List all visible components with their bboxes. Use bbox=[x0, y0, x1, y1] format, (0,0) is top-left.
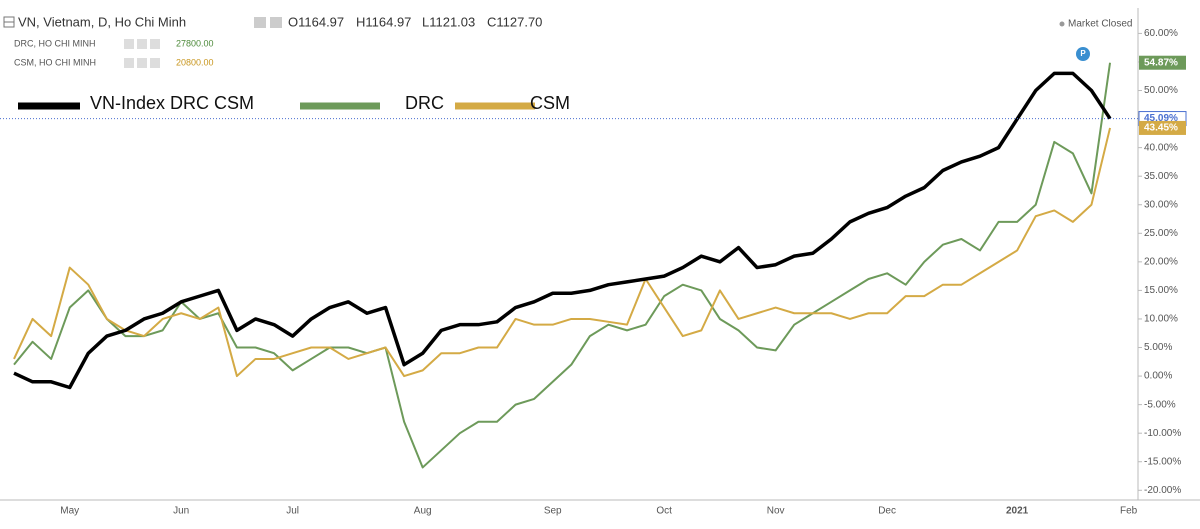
y-tick-label: 25.00% bbox=[1144, 228, 1178, 239]
icon[interactable] bbox=[124, 58, 134, 68]
icon[interactable] bbox=[137, 39, 147, 49]
icon[interactable] bbox=[150, 58, 160, 68]
series-line bbox=[13, 127, 1111, 378]
icon[interactable] bbox=[150, 39, 160, 49]
ohlc-low: L1121.03 bbox=[422, 14, 475, 29]
x-tick-label: Dec bbox=[878, 506, 896, 517]
y-tick-label: 0.00% bbox=[1144, 371, 1172, 382]
x-tick-label: Sep bbox=[544, 506, 562, 517]
y-tick-label: 40.00% bbox=[1144, 142, 1178, 153]
series-line bbox=[13, 62, 1112, 469]
y-tick-label: 20.00% bbox=[1144, 256, 1178, 267]
ohlc-close: C1127.70 bbox=[487, 14, 542, 29]
last-value-label: 54.87% bbox=[1144, 57, 1178, 68]
ohlc-open: O1164.97 bbox=[288, 14, 344, 29]
x-tick-label: Jun bbox=[173, 506, 189, 517]
status-dot bbox=[1059, 21, 1065, 27]
last-value-label: 43.45% bbox=[1144, 123, 1178, 134]
row-name: CSM, HO CHI MINH bbox=[14, 57, 96, 67]
x-tick-label: Aug bbox=[414, 506, 432, 517]
row-name: DRC, HO CHI MINH bbox=[14, 38, 96, 48]
legend-label: DRC bbox=[405, 93, 444, 113]
series-line bbox=[13, 71, 1112, 390]
y-tick-label: 10.00% bbox=[1144, 314, 1178, 325]
y-tick-label: 60.00% bbox=[1144, 28, 1178, 39]
y-tick-label: -5.00% bbox=[1144, 399, 1176, 410]
y-tick-label: -15.00% bbox=[1144, 456, 1181, 467]
row-value: 27800.00 bbox=[176, 38, 214, 48]
last-value-label: 45.09% bbox=[1144, 113, 1178, 124]
symbol: VN, Vietnam, D, Ho Chi Minh bbox=[18, 14, 186, 29]
ohlc-high: H1164.97 bbox=[356, 14, 411, 29]
y-tick-label: 35.00% bbox=[1144, 171, 1178, 182]
x-tick-label: May bbox=[60, 506, 79, 517]
legend-label: VN-Index DRC CSM bbox=[90, 93, 254, 113]
last-value-tag bbox=[1139, 120, 1186, 135]
y-tick-label: -10.00% bbox=[1144, 428, 1181, 439]
y-tick-label: 5.00% bbox=[1144, 342, 1172, 353]
y-tick-label: -20.00% bbox=[1144, 485, 1181, 496]
icon[interactable] bbox=[137, 58, 147, 68]
legend-label: CSM bbox=[530, 93, 570, 113]
last-value-tag bbox=[1139, 55, 1186, 70]
y-tick-label: 15.00% bbox=[1144, 285, 1178, 296]
status: Market Closed bbox=[1068, 19, 1132, 30]
x-tick-label: Oct bbox=[656, 506, 672, 517]
marker-letter: P bbox=[1080, 49, 1086, 58]
icon[interactable] bbox=[254, 17, 266, 28]
x-tick-label: Feb bbox=[1120, 506, 1138, 517]
x-tick-label: Nov bbox=[767, 506, 785, 517]
x-tick-label: 2021 bbox=[1006, 506, 1029, 517]
y-tick-label: 30.00% bbox=[1144, 199, 1178, 210]
row-value: 20800.00 bbox=[176, 57, 214, 67]
x-tick-label: Jul bbox=[286, 506, 299, 517]
icon[interactable] bbox=[124, 39, 134, 49]
y-tick-label: 50.00% bbox=[1144, 85, 1178, 96]
icon[interactable] bbox=[270, 17, 282, 28]
marker-icon[interactable] bbox=[1076, 47, 1090, 61]
